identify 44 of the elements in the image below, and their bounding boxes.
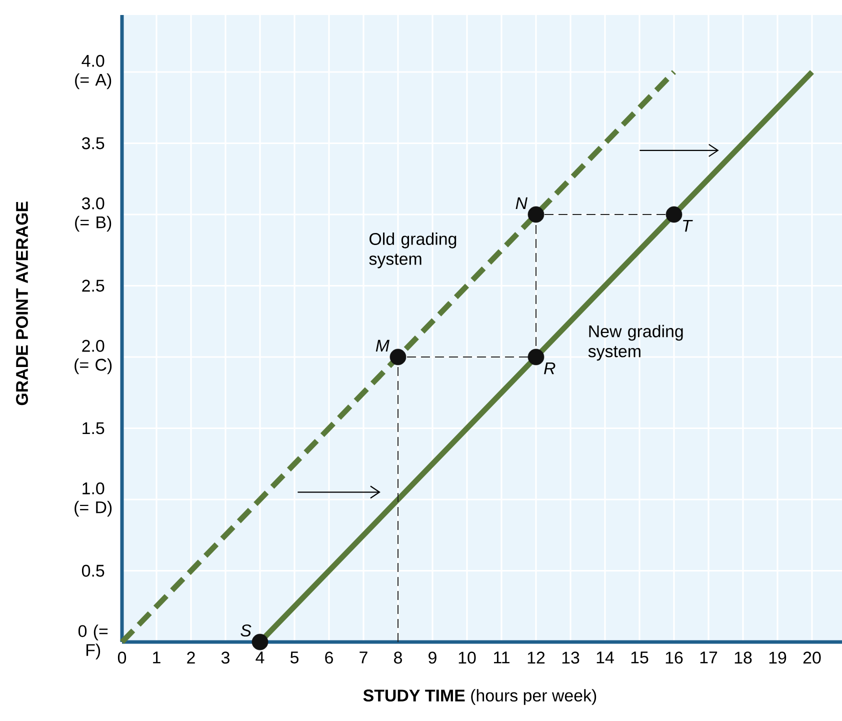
y-tick-label: 1.5 xyxy=(82,422,104,434)
y-tick-label: 0.5 xyxy=(82,564,104,577)
series-label: New grading system xyxy=(588,324,683,361)
x-tick-label: 14 xyxy=(596,652,614,664)
x-tick-label: 17 xyxy=(700,652,718,664)
point xyxy=(252,634,268,650)
x-tick-label: 12 xyxy=(528,652,545,664)
point xyxy=(528,348,544,366)
x-tick-label: 7 xyxy=(360,652,368,664)
y-tick-label: 3.5 xyxy=(82,137,104,150)
data-label: M xyxy=(376,340,390,352)
x-tick-label: 15 xyxy=(631,652,648,664)
y-tick-label: 2.5 xyxy=(82,280,104,292)
point xyxy=(528,206,544,223)
y-tick-label: 3.0 (= B) xyxy=(75,197,112,232)
x-tick-label: 0 xyxy=(118,652,126,664)
x-tick-label: 6 xyxy=(325,652,333,664)
point xyxy=(666,206,682,223)
x-tick-label: 4 xyxy=(256,652,264,664)
x-tick-label: 19 xyxy=(769,652,786,664)
data-label: S xyxy=(240,624,252,636)
y-tick-label: 0 (= F) xyxy=(78,624,108,660)
data-label: T xyxy=(683,220,693,232)
data-label: N xyxy=(516,197,528,209)
x-tick-label: 3 xyxy=(221,652,230,664)
x-tick-label: 10 xyxy=(458,652,476,664)
x-tick-label: 5 xyxy=(290,652,298,664)
x-tick-label: 18 xyxy=(734,652,752,664)
data-label: R xyxy=(544,362,556,374)
point xyxy=(390,348,406,366)
x-tick-label: 8 xyxy=(394,652,402,664)
x-tick-label: 9 xyxy=(428,652,436,664)
x-tick-label: 20 xyxy=(803,652,821,664)
x-tick-label: 2 xyxy=(187,652,195,664)
series-label: Old grading system xyxy=(369,232,456,268)
x-axis-title: STUDY TIME (hours per week) xyxy=(363,689,596,705)
y-tick-label: 2.0 (= C) xyxy=(74,340,112,374)
x-tick-label: 1 xyxy=(153,652,160,664)
x-tick-label: 13 xyxy=(562,652,580,664)
y-tick-label: 4.0 (= A) xyxy=(75,54,112,90)
x-tick-label: 11 xyxy=(494,652,510,664)
y-tick-label: 1.0 (= D) xyxy=(74,482,112,517)
y-axis-title: GRADE POINT AVERAGE xyxy=(16,202,28,406)
x-tick-label: 16 xyxy=(666,652,683,664)
